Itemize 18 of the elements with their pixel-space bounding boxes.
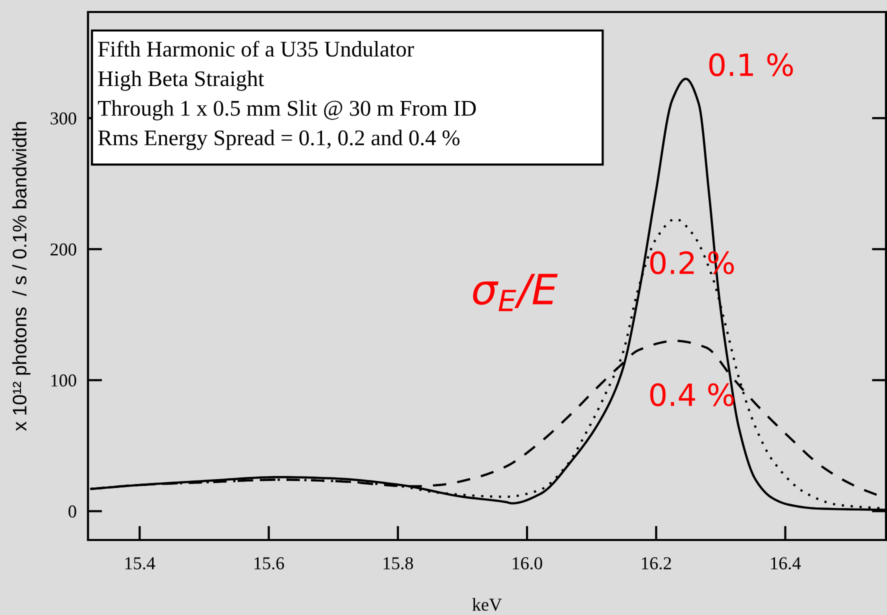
x-axis-title: keV [472,598,502,611]
y-tick-label: 300 [50,112,76,125]
x-tick-label: 15.8 [384,557,414,570]
annotation: Fifth Harmonic of a U35 Undulator [98,40,414,57]
y-tick-label: 200 [50,243,76,256]
y-axis-title: x 10¹² photons / s / 0.1% bandwidth [12,122,30,431]
x-tick-label: 15.6 [254,557,284,570]
x-tick-label: 15.4 [125,557,156,570]
x-tick-label: 16.4 [771,557,801,570]
annotation: σ$_{E}$/E [473,274,558,312]
x-tick-label: 16.0 [512,557,542,570]
y-tick-label: 100 [51,374,76,387]
annotation: 0.1 % [709,53,793,76]
x-tick-label: 16.2 [642,557,671,570]
annotation: High Beta Straight [98,70,264,91]
annotation: Through 1 x 0.5 mm Slit @ 30 m From ID [98,100,476,120]
annotation: Rms Energy Spread = 0.1, 0.2 and 0.4 % [98,130,460,150]
y-tick-label: 0 [68,505,76,518]
